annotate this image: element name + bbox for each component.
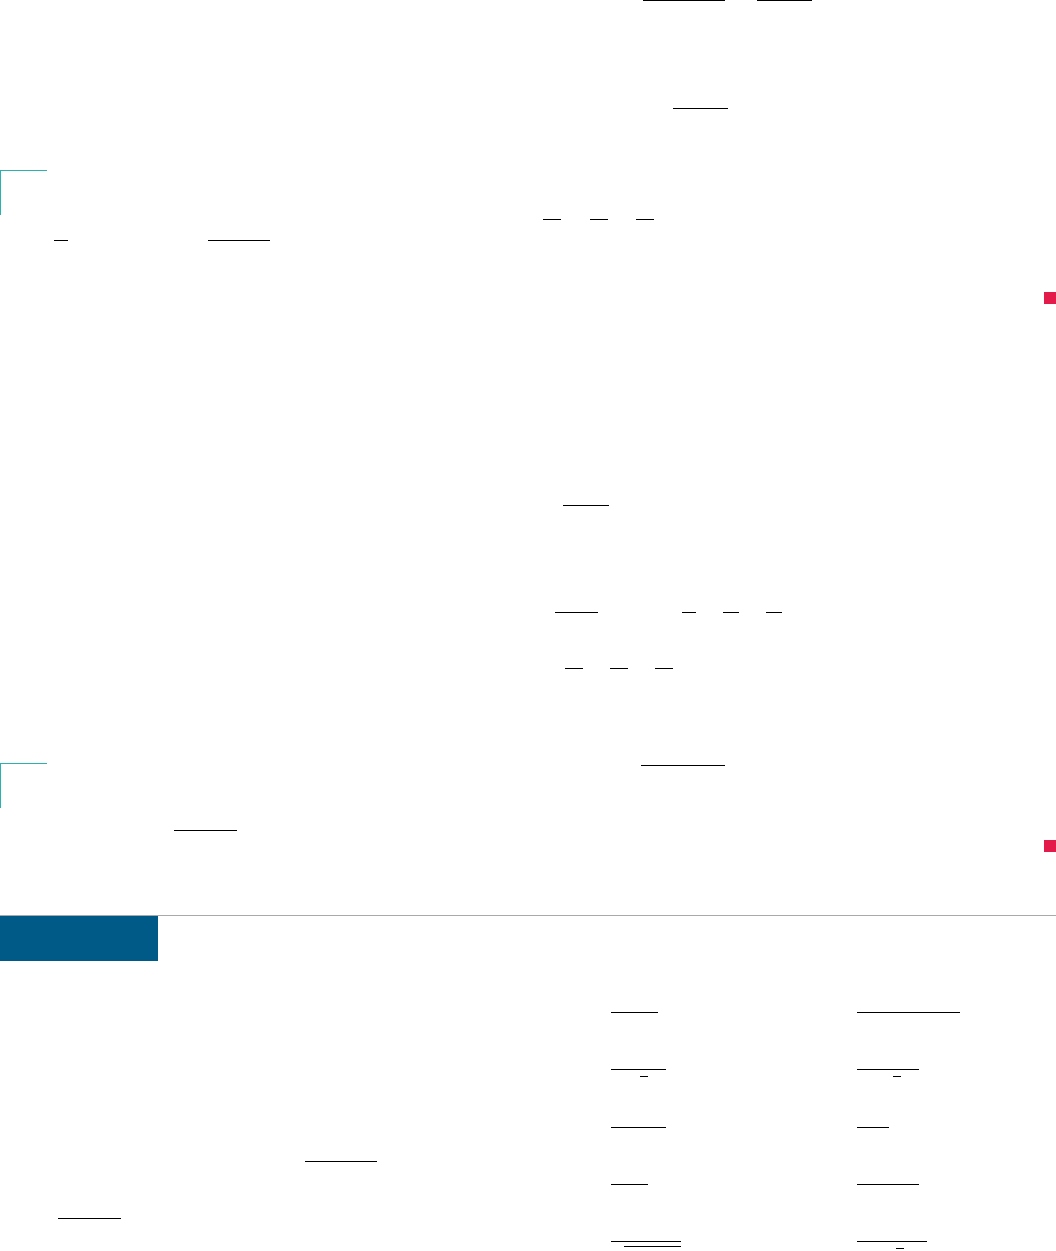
fraction-bar	[555, 612, 598, 613]
section-divider	[0, 915, 1056, 916]
overline-mark	[624, 1246, 681, 1247]
fraction-bar	[174, 830, 237, 831]
fraction-bar	[857, 1069, 919, 1070]
fraction-bar	[723, 612, 739, 613]
fraction-bar	[208, 240, 270, 241]
overline-mark	[893, 1076, 901, 1077]
example-end-square-icon	[1044, 840, 1056, 852]
fraction-bar	[857, 1241, 927, 1242]
overline-mark	[640, 1076, 648, 1077]
fraction-bar	[565, 668, 583, 669]
fraction-bar	[611, 1241, 681, 1242]
fraction-bar	[610, 668, 628, 669]
fraction-bar	[766, 612, 782, 613]
fraction-bar	[757, 0, 812, 1]
fraction-bar	[611, 1012, 658, 1013]
fraction-bar	[857, 1127, 889, 1128]
fraction-bar	[673, 108, 728, 109]
fraction-bar	[563, 505, 609, 506]
example-bracket-corner-icon	[0, 170, 47, 215]
fraction-bar	[641, 765, 725, 766]
fraction-bar	[305, 1161, 377, 1162]
fraction-bar	[58, 1218, 121, 1219]
fraction-bar	[611, 1184, 648, 1185]
fraction-bar	[643, 0, 725, 1]
overline-mark	[896, 1248, 904, 1249]
fraction-bar	[611, 1127, 666, 1128]
example-bracket-corner-icon	[0, 763, 47, 808]
fraction-bar	[682, 612, 696, 613]
fraction-bar	[636, 219, 654, 220]
fraction-bar	[857, 1012, 960, 1013]
fraction-bar	[590, 219, 608, 220]
fraction-bar	[54, 240, 68, 241]
fraction-bar	[655, 668, 673, 669]
section-tab	[0, 916, 158, 961]
fraction-bar	[857, 1184, 919, 1185]
fraction-bar	[611, 1069, 666, 1070]
fraction-bar	[543, 219, 561, 220]
example-end-square-icon	[1044, 292, 1056, 304]
